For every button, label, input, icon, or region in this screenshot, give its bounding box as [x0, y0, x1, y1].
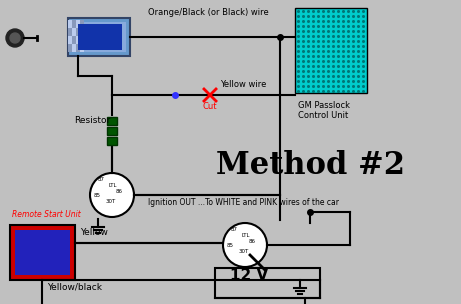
Bar: [107, 127, 117, 135]
Text: 86: 86: [116, 189, 123, 194]
Bar: [10, 225, 75, 280]
Bar: [72, 36, 76, 44]
Text: Ignition OUT ...To WHITE and PINK wires of the car: Ignition OUT ...To WHITE and PINK wires …: [148, 198, 339, 207]
Bar: [76, 28, 80, 36]
Bar: [15, 230, 70, 275]
Bar: [72, 22, 126, 52]
Text: Yellow: Yellow: [80, 228, 108, 237]
Bar: [76, 44, 80, 52]
Text: Orange/Black (or Black) wire: Orange/Black (or Black) wire: [148, 8, 269, 17]
Text: 85: 85: [94, 193, 101, 198]
Text: Method #2: Method #2: [215, 150, 404, 181]
Text: 87: 87: [231, 227, 238, 232]
Bar: [76, 36, 80, 44]
Bar: [78, 24, 122, 50]
Bar: [72, 20, 76, 28]
Text: LTL: LTL: [108, 183, 117, 188]
Bar: [68, 20, 72, 28]
Bar: [107, 137, 117, 145]
Text: Yellow/black: Yellow/black: [47, 283, 102, 292]
Bar: [80, 20, 84, 28]
Text: 87: 87: [98, 177, 105, 182]
Text: Resistor: Resistor: [74, 116, 110, 125]
Text: 30T: 30T: [106, 199, 116, 204]
Circle shape: [90, 173, 134, 217]
Text: Yellow wire: Yellow wire: [220, 80, 266, 89]
Bar: [68, 18, 130, 56]
Circle shape: [223, 223, 267, 267]
Bar: [68, 36, 72, 44]
Text: Cut: Cut: [202, 102, 217, 111]
Bar: [76, 20, 80, 28]
Bar: [80, 36, 84, 44]
Text: GM Passlock
Control Unit: GM Passlock Control Unit: [298, 101, 350, 120]
Bar: [72, 28, 76, 36]
Bar: [295, 8, 367, 93]
Text: 12 V: 12 V: [230, 268, 268, 283]
Text: Remote Start Unit: Remote Start Unit: [12, 210, 81, 219]
Bar: [215, 268, 320, 298]
Text: 85: 85: [227, 243, 234, 248]
Circle shape: [10, 33, 20, 43]
Text: 86: 86: [249, 239, 256, 244]
Text: 30T: 30T: [239, 249, 249, 254]
Bar: [107, 117, 117, 125]
Bar: [68, 28, 72, 36]
Text: LTL: LTL: [241, 233, 249, 238]
Circle shape: [6, 29, 24, 47]
Bar: [80, 28, 84, 36]
Bar: [80, 44, 84, 52]
Bar: [68, 44, 72, 52]
Bar: [72, 44, 76, 52]
